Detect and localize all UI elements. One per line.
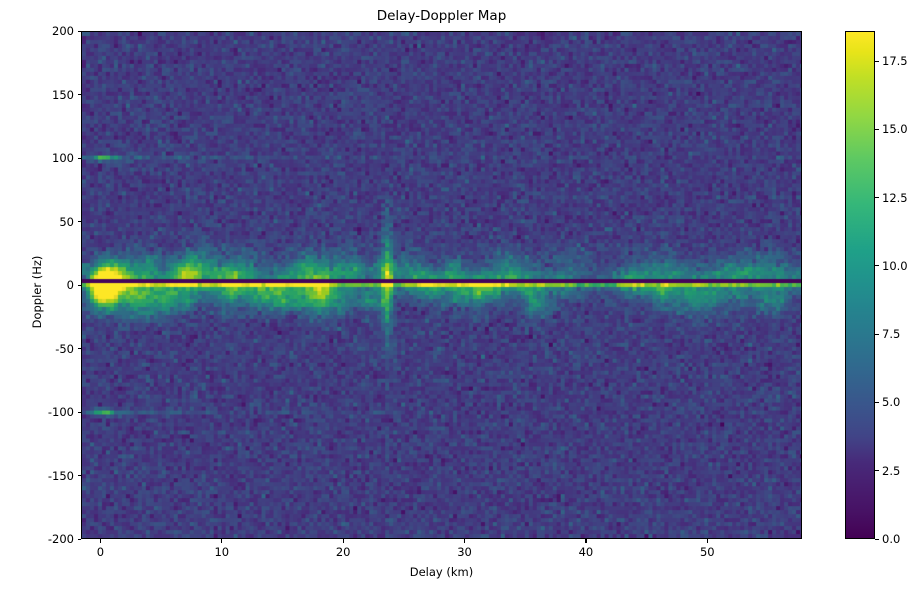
x-tick-label: 30	[457, 545, 472, 559]
x-tick-mark	[464, 539, 466, 543]
x-tick-mark	[585, 539, 587, 543]
y-tick-label: 150	[52, 87, 74, 102]
x-tick-label: 0	[96, 545, 105, 559]
colorbar-tick-label: 7.5	[882, 327, 901, 342]
colorbar-tick-label: 12.5	[882, 190, 908, 205]
y-tick-mark	[77, 411, 81, 413]
x-tick-mark	[706, 539, 708, 543]
colorbar-tick-label: 17.5	[882, 54, 908, 69]
y-tick-label: -50	[55, 341, 74, 356]
y-tick-mark	[77, 538, 81, 540]
y-tick-label: -100	[47, 405, 74, 419]
x-tick-mark	[342, 539, 344, 543]
y-tick-mark	[77, 348, 81, 350]
colorbar-tick-label: 10.0	[882, 258, 908, 273]
y-tick-mark	[77, 475, 81, 477]
y-tick-label: 50	[59, 214, 74, 229]
colorbar[interactable]	[845, 31, 875, 539]
x-axis-label: Delay (km)	[409, 565, 474, 579]
y-tick-label: 200	[52, 24, 74, 38]
x-tick-mark	[221, 539, 223, 543]
x-tick-label: 20	[335, 545, 351, 559]
x-tick-mark	[99, 539, 101, 543]
x-tick-label: 10	[214, 545, 230, 559]
colorbar-tick-mark	[875, 128, 879, 130]
colorbar-tick-mark	[875, 401, 879, 404]
heatmap-canvas	[82, 32, 801, 538]
y-tick-label: -150	[47, 468, 74, 483]
colorbar-tick-mark	[875, 333, 879, 335]
page-title: Delay-Doppler Map	[376, 8, 507, 24]
colorbar-tick-mark	[875, 538, 879, 540]
x-tick-label: 40	[578, 545, 594, 559]
x-tick-label: 50	[699, 545, 715, 559]
colorbar-tick-mark	[875, 60, 879, 62]
y-tick-label: 0	[66, 278, 74, 292]
y-tick-label: 100	[52, 151, 74, 165]
colorbar-tick-label: 15.0	[882, 122, 908, 137]
y-tick-mark	[77, 157, 81, 159]
y-tick-mark	[77, 94, 81, 96]
colorbar-tick-label: 2.5	[882, 463, 901, 478]
colorbar-tick-mark	[875, 470, 879, 472]
colorbar-tick-mark	[875, 197, 879, 199]
colorbar-tick-mark	[875, 265, 879, 267]
colorbar-tick-label: 5.0	[882, 395, 901, 410]
y-tick-mark	[77, 284, 81, 286]
y-tick-label: -200	[47, 532, 74, 546]
y-tick-mark	[77, 221, 81, 223]
y-tick-mark	[77, 30, 81, 32]
y-axis-label: Doppler (Hz)	[30, 255, 44, 329]
colorbar-tick-label: 0.0	[882, 532, 901, 546]
heatmap-plot-area[interactable]	[81, 31, 802, 539]
